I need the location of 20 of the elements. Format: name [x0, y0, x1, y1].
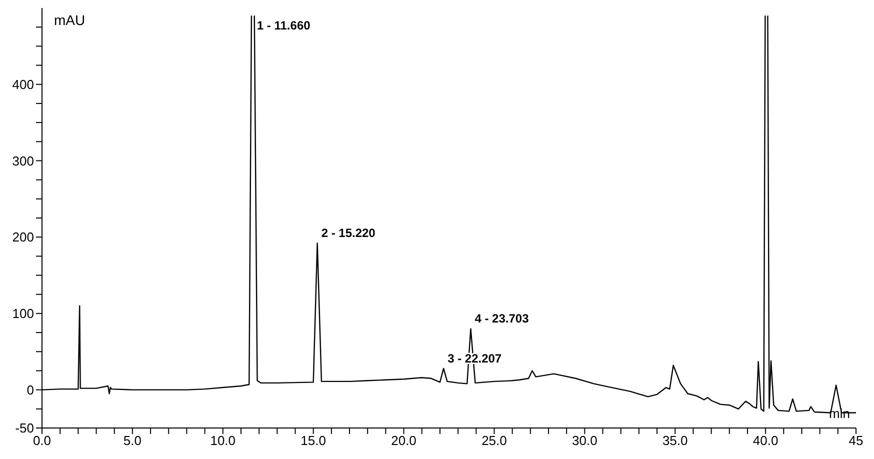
x-tick-label: 15.0: [300, 433, 326, 448]
x-tick-label: 40.0: [752, 433, 778, 448]
x-tick-label: 10.0: [210, 433, 236, 448]
y-axis-title: mAU: [54, 12, 86, 28]
annotation: 4 - 23.703: [474, 312, 530, 326]
y-tick-label: 300: [12, 153, 34, 168]
x-tick-label: 5.0: [123, 433, 142, 448]
x-tick-label: 20.0: [391, 433, 416, 448]
y-tick-label: -50: [15, 420, 34, 436]
annotation: 1 - 11.660: [256, 18, 311, 33]
y-tick-label: 400: [12, 76, 34, 92]
x-tick-label: 45: [848, 433, 864, 448]
x-tick-label: 35.0: [662, 433, 688, 448]
annotation: 2 - 15.220: [321, 226, 376, 240]
y-tick-label: 100: [12, 306, 34, 322]
y-tick-label: 200: [12, 230, 34, 245]
x-tick-label: 25.0: [482, 433, 507, 448]
y-tick-label: 0: [26, 382, 34, 398]
x-tick-label: 30.0: [572, 433, 598, 448]
x-tick-label: 0.0: [32, 433, 52, 448]
